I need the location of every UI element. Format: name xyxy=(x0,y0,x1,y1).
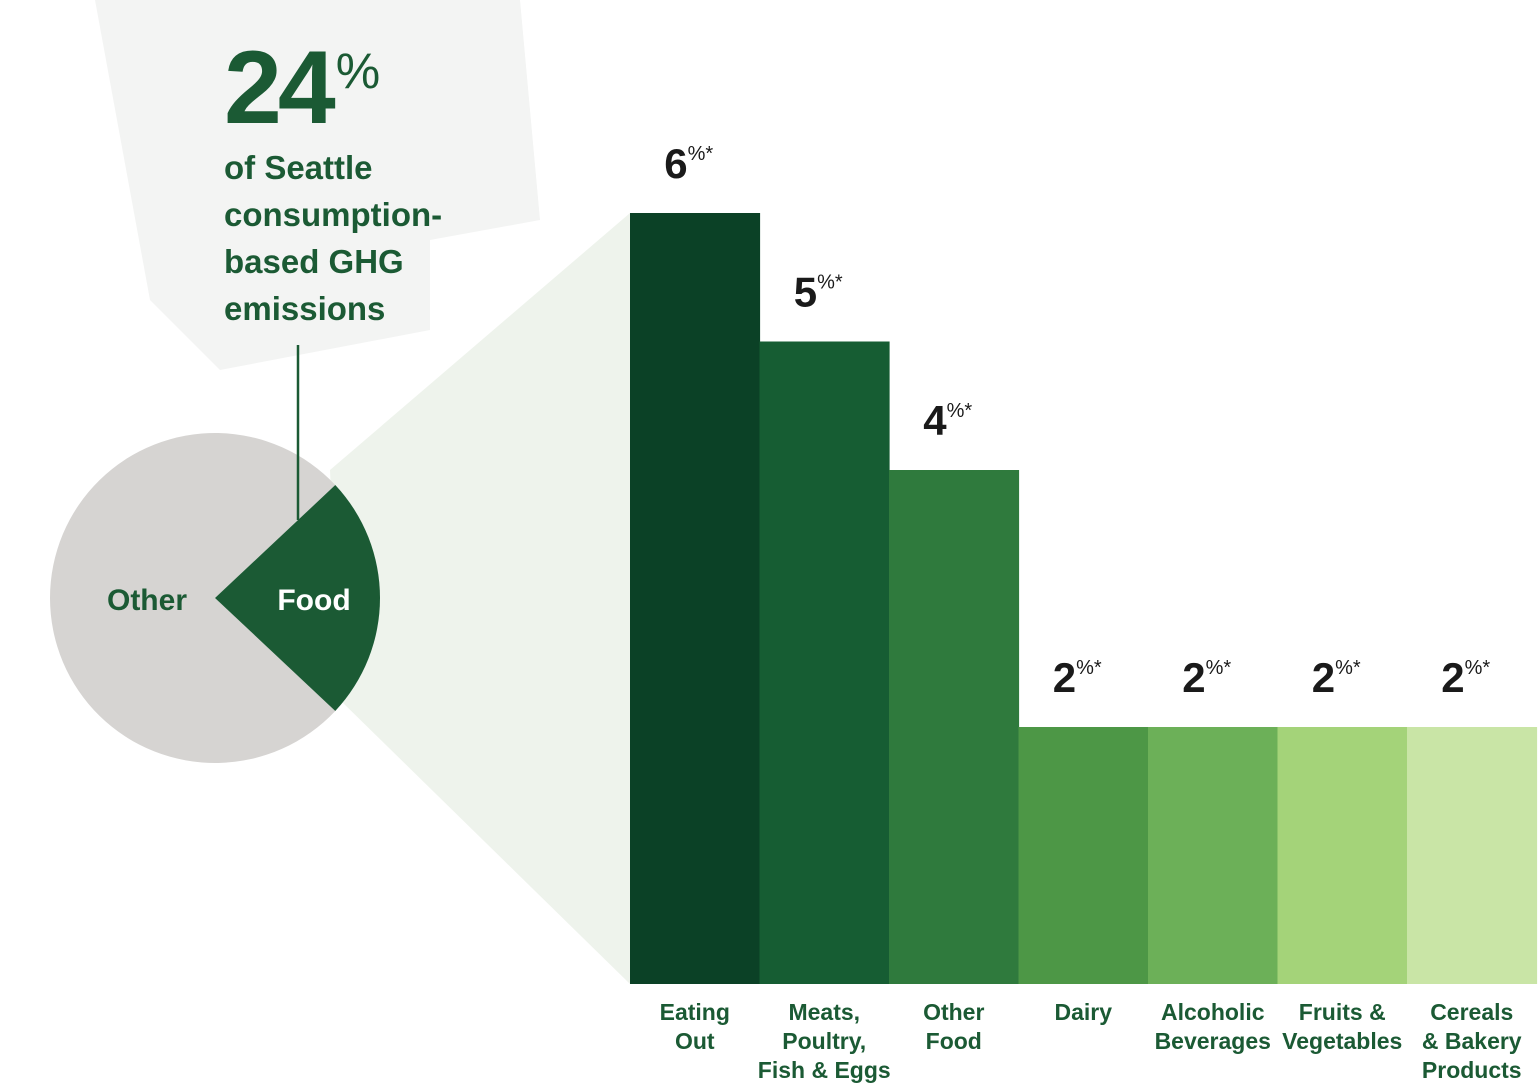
value-labels-group: 6%* 5%* 4%* 2%* 2%* 2%* 2%* xyxy=(664,140,1490,701)
bar xyxy=(759,341,890,984)
headline-value: 24 xyxy=(224,30,336,146)
category-labels-group: Eating Out Meats, Poultry, Fish & Eggs Other F… xyxy=(660,999,1522,1083)
category-label: Dairy xyxy=(1054,999,1112,1025)
bar-value-label: 2%* xyxy=(1441,654,1490,701)
bar-value-label: 2%* xyxy=(1182,654,1231,701)
pie-chart: Other Food xyxy=(49,433,380,763)
bar-value-label: 6%* xyxy=(664,140,713,187)
pie-slice-other xyxy=(49,433,336,763)
bar xyxy=(1018,727,1149,984)
bar xyxy=(1148,727,1279,984)
pie-label-food: Food xyxy=(277,584,350,617)
bar xyxy=(630,213,761,984)
bars-group xyxy=(630,213,1538,984)
category-label: Eating Out xyxy=(660,999,730,1054)
funnel-shading xyxy=(330,213,630,984)
headline-caption: of Seattle consumption- based GHG emissi… xyxy=(224,149,443,327)
bar-value-label: 5%* xyxy=(794,269,843,316)
category-label: Meats, Poultry, Fish & Eggs xyxy=(758,999,891,1083)
category-label: Fruits & Vegetables xyxy=(1282,999,1402,1054)
category-label: Alcoholic Beverages xyxy=(1155,999,1271,1054)
bar xyxy=(1407,727,1538,984)
bar xyxy=(1277,727,1408,984)
category-label: Cereals & Bakery Products xyxy=(1422,999,1522,1083)
pie-label-other: Other xyxy=(107,584,187,617)
headline-unit: % xyxy=(335,43,381,99)
pie-slice-food xyxy=(215,485,380,711)
bar-value-label: 4%* xyxy=(923,397,972,444)
bar xyxy=(889,470,1020,984)
bar-value-label: 2%* xyxy=(1312,654,1361,701)
background-watermark xyxy=(95,0,540,370)
category-label: Other Food xyxy=(923,999,984,1054)
bar-value-label: 2%* xyxy=(1053,654,1102,701)
headline-block: 24% of Seattle consumption- based GHG em… xyxy=(224,36,484,332)
